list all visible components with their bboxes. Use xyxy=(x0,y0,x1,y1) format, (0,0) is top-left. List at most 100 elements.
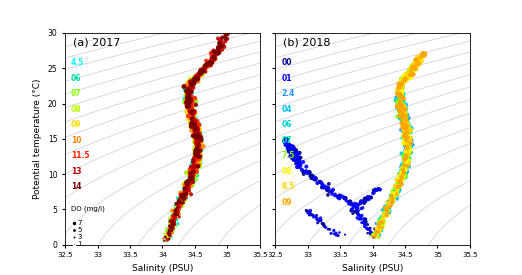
Point xyxy=(167,228,175,233)
Point xyxy=(401,139,410,144)
Point xyxy=(402,164,411,169)
Text: 01: 01 xyxy=(281,74,292,83)
Point xyxy=(170,216,179,220)
Point xyxy=(191,127,199,131)
Point xyxy=(188,112,197,116)
Point xyxy=(380,207,388,211)
Point xyxy=(208,60,216,64)
Point xyxy=(188,83,196,87)
Point xyxy=(182,97,191,101)
Point xyxy=(193,145,201,149)
Point xyxy=(193,128,201,133)
Point xyxy=(325,186,333,191)
Point xyxy=(373,229,382,233)
Point xyxy=(187,105,196,109)
Point xyxy=(399,169,407,173)
Point xyxy=(375,221,383,226)
Point xyxy=(168,216,176,220)
Point xyxy=(173,205,182,209)
Point xyxy=(196,154,205,159)
Point xyxy=(194,132,203,136)
Point xyxy=(189,165,197,169)
Point xyxy=(399,178,407,182)
Point xyxy=(398,175,407,179)
Point xyxy=(399,113,407,118)
Point xyxy=(174,199,183,203)
Point xyxy=(290,157,298,161)
Point xyxy=(184,190,193,194)
Point xyxy=(345,202,353,206)
Point xyxy=(193,149,201,154)
Point xyxy=(191,166,199,170)
Point xyxy=(197,68,205,73)
Point xyxy=(185,183,193,188)
Point xyxy=(167,229,175,234)
Point xyxy=(395,104,404,109)
Point xyxy=(168,221,176,225)
Point xyxy=(392,191,400,195)
Point xyxy=(399,97,408,101)
Point xyxy=(188,176,197,180)
Point xyxy=(173,218,181,222)
Point xyxy=(398,136,407,140)
Point xyxy=(193,135,201,140)
Point xyxy=(175,197,184,202)
Point xyxy=(402,152,410,156)
Point xyxy=(391,184,399,189)
Point xyxy=(374,225,383,229)
Point xyxy=(170,215,178,220)
Point xyxy=(397,174,406,178)
Point xyxy=(319,222,328,226)
Point xyxy=(188,95,196,99)
Point xyxy=(402,149,411,154)
Point xyxy=(398,122,406,126)
Point xyxy=(402,138,411,143)
Point xyxy=(174,213,182,217)
Point xyxy=(390,193,398,197)
Point xyxy=(404,121,412,125)
Point xyxy=(191,121,199,125)
Point xyxy=(401,160,409,164)
Point xyxy=(367,195,375,199)
Point xyxy=(195,132,204,136)
Point xyxy=(397,107,405,111)
Point xyxy=(221,39,230,43)
Point xyxy=(180,195,188,200)
Point xyxy=(396,101,404,106)
Point xyxy=(331,192,339,196)
Point xyxy=(405,161,413,166)
Point xyxy=(366,231,374,236)
Point xyxy=(373,228,381,232)
Point xyxy=(398,121,406,125)
Point xyxy=(310,215,318,219)
Point xyxy=(173,207,182,211)
Point xyxy=(183,96,192,100)
Point xyxy=(401,163,410,167)
Point xyxy=(196,72,204,76)
Point xyxy=(375,221,384,226)
Point xyxy=(176,204,185,208)
Point xyxy=(194,150,203,154)
Point xyxy=(380,205,388,210)
Point xyxy=(196,153,204,157)
Point xyxy=(401,120,410,125)
Point xyxy=(283,141,292,146)
Point xyxy=(197,72,205,76)
Point xyxy=(376,222,385,227)
Point xyxy=(396,85,404,90)
Point xyxy=(176,203,185,207)
Point xyxy=(286,149,294,154)
Point xyxy=(335,196,343,200)
Point xyxy=(186,99,194,103)
Point xyxy=(170,216,178,221)
Point xyxy=(187,175,195,179)
Point xyxy=(172,213,180,218)
Point xyxy=(397,82,406,87)
Point xyxy=(188,170,196,175)
Point xyxy=(305,170,314,174)
Point xyxy=(282,138,290,142)
Point xyxy=(183,93,192,97)
Point xyxy=(171,210,180,214)
Point xyxy=(176,199,184,204)
Point xyxy=(405,143,413,147)
